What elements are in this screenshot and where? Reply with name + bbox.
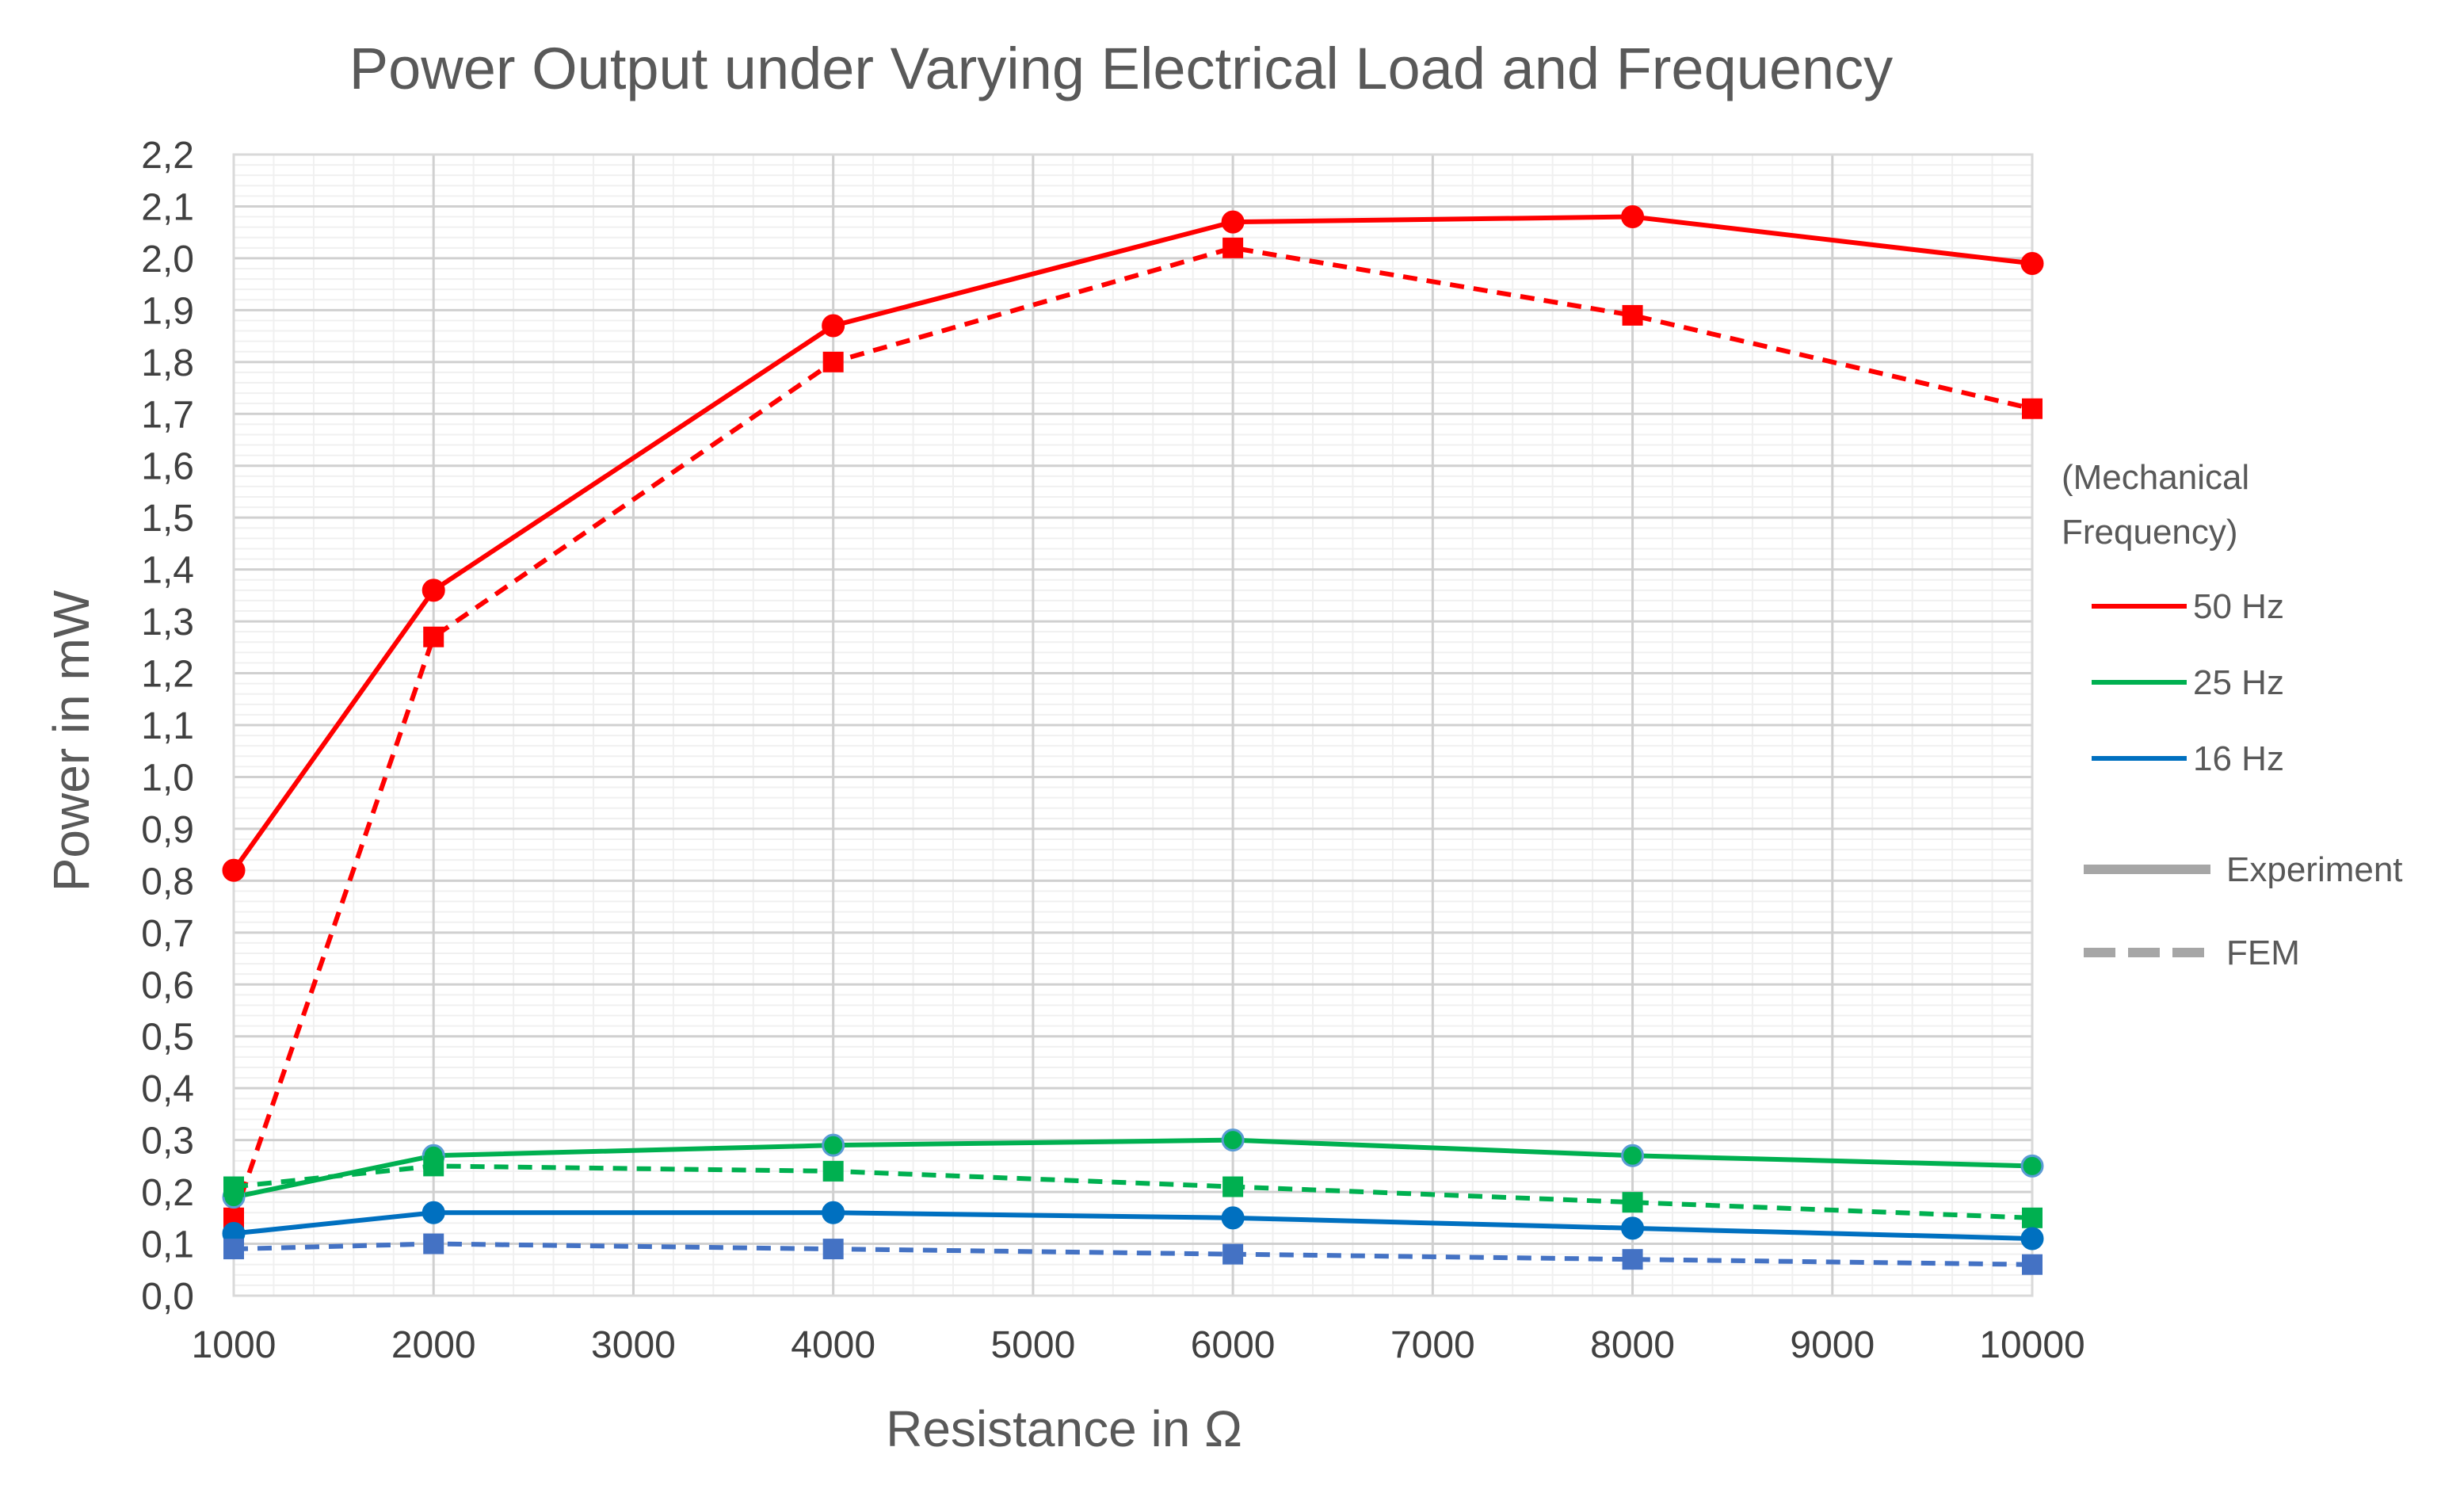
y-tick-label: 1,3	[141, 601, 194, 643]
data-point	[822, 1201, 845, 1224]
data-point	[2022, 1254, 2043, 1275]
data-point	[2022, 1207, 2043, 1228]
y-tick-label: 0,0	[141, 1276, 194, 1318]
data-point	[822, 1239, 844, 1260]
x-tick-label: 6000	[1191, 1324, 1276, 1366]
data-point	[822, 314, 845, 338]
series-line-50-hz-fem	[231, 245, 2033, 1219]
series-line-25-hz-experiment	[233, 1137, 2033, 1200]
y-tick-label: 0,7	[141, 913, 194, 955]
major-gridlines	[232, 153, 2034, 1297]
data-point	[822, 351, 844, 372]
legend-style-label: FEM	[2226, 934, 2300, 972]
legend: (Mechanical Frequency) 50 Hz 25 Hz 16 Hz E…	[2062, 458, 2403, 972]
data-point	[423, 626, 444, 647]
data-point	[2020, 1227, 2044, 1251]
data-point	[222, 858, 246, 882]
y-axis-title: Power in mW	[43, 590, 100, 892]
x-tick-label: 10000	[1979, 1324, 2084, 1366]
series-50-hz-experiment	[222, 205, 2044, 882]
y-tick-label: 1,0	[141, 757, 194, 799]
data-point	[822, 1133, 845, 1157]
x-tick-label: 7000	[1390, 1324, 1475, 1366]
data-point	[1621, 1216, 1645, 1240]
y-tick-label: 0,1	[141, 1224, 194, 1266]
data-point	[1621, 1144, 1645, 1167]
plot-area	[232, 153, 2034, 1297]
y-tick-label: 1,7	[141, 394, 194, 436]
series-line-16-hz-experiment	[233, 1210, 2033, 1241]
y-tick-label: 1,2	[141, 654, 194, 696]
data-point	[423, 1155, 444, 1177]
x-axis-tick-labels: 1000 2000 3000 4000 5000 6000 7000 8000 9000 1000…	[192, 1324, 2085, 1366]
legend-heading-line-2: Frequency)	[2062, 513, 2238, 552]
series-16-hz-fem	[223, 1233, 2043, 1275]
data-point	[223, 1176, 244, 1197]
y-axis-tick-labels: 0,0 0,1 0,2 0,3 0,4 0,5 0,6 0,7 0,8 0,9 1,0 1,1 1,2 1…	[141, 135, 194, 1318]
y-tick-label: 1,8	[141, 342, 194, 384]
legend-style-label: Experiment	[2226, 850, 2403, 889]
data-point	[1621, 205, 1645, 229]
y-tick-label: 1,5	[141, 498, 194, 540]
legend-label: 50 Hz	[2193, 587, 2284, 626]
data-point	[421, 1201, 445, 1224]
chart-title: Power Output under Varying Electrical Lo…	[349, 36, 1893, 101]
series-line-16-hz-fem	[233, 1241, 2033, 1267]
series-50-hz-fem	[223, 237, 2043, 1228]
y-tick-label: 0,5	[141, 1017, 194, 1059]
data-point	[822, 1160, 844, 1182]
y-tick-label: 0,6	[141, 964, 194, 1006]
data-point	[223, 1239, 244, 1260]
x-axis-title: Resistance in Ω	[886, 1400, 1242, 1457]
y-tick-label: 0,4	[141, 1068, 194, 1110]
data-point	[421, 578, 445, 602]
series-line-50-hz-experiment	[231, 214, 2033, 873]
series-line-25-hz-fem	[233, 1163, 2033, 1220]
data-point	[1222, 1243, 1244, 1265]
data-point	[1622, 1192, 1643, 1213]
y-tick-label: 1,4	[141, 550, 194, 592]
x-tick-label: 9000	[1790, 1324, 1875, 1366]
data-point	[2020, 251, 2044, 275]
y-tick-label: 1,9	[141, 290, 194, 332]
y-tick-label: 2,0	[141, 239, 194, 281]
data-point	[2020, 1154, 2044, 1178]
y-tick-label: 2,2	[141, 135, 194, 177]
data-point	[1221, 210, 1245, 234]
y-tick-label: 1,6	[141, 446, 194, 488]
legend-label: 16 Hz	[2193, 739, 2284, 778]
data-point	[1622, 304, 1643, 326]
data-point	[423, 1233, 444, 1254]
data-point	[1221, 1206, 1245, 1230]
x-tick-label: 1000	[192, 1324, 277, 1366]
x-tick-label: 5000	[990, 1324, 1075, 1366]
data-point	[1221, 1128, 1245, 1152]
x-tick-label: 3000	[591, 1324, 676, 1366]
series-25-hz-experiment	[222, 1128, 2044, 1209]
x-tick-label: 2000	[391, 1324, 476, 1366]
y-tick-label: 0,9	[141, 809, 194, 851]
data-point	[1622, 1249, 1643, 1270]
y-tick-label: 0,3	[141, 1121, 194, 1163]
data-point	[1222, 237, 1244, 258]
series-layer	[222, 205, 2044, 1275]
y-tick-label: 2,1	[141, 186, 194, 228]
y-tick-label: 0,2	[141, 1172, 194, 1214]
legend-label: 25 Hz	[2193, 663, 2284, 702]
y-tick-label: 0,8	[141, 861, 194, 903]
y-tick-label: 1,1	[141, 705, 194, 747]
data-point	[1222, 1176, 1244, 1197]
series-16-hz-experiment	[222, 1201, 2044, 1251]
series-25-hz-fem	[223, 1155, 2043, 1228]
data-point	[2022, 398, 2043, 419]
x-tick-label: 8000	[1590, 1324, 1675, 1366]
x-tick-label: 4000	[791, 1324, 875, 1366]
legend-heading-line-1: (Mechanical	[2062, 458, 2249, 497]
